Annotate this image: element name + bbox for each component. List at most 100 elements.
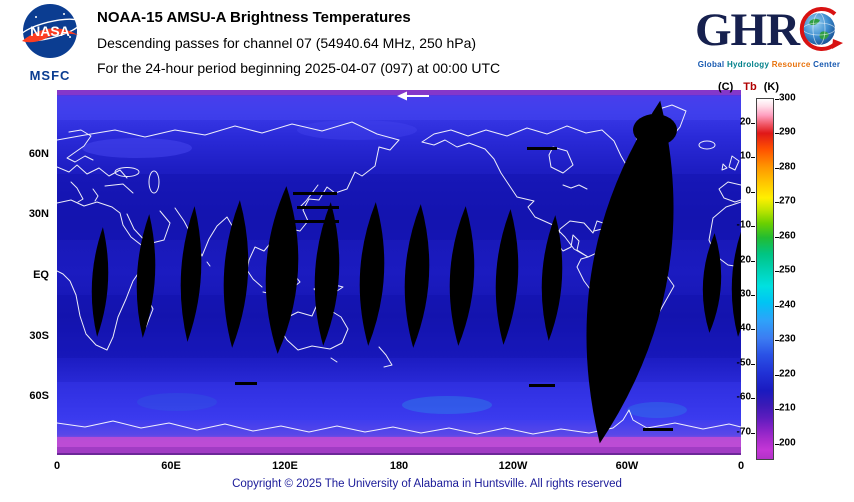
- coastline-caspian: [148, 170, 160, 194]
- data-gap-swaths: [91, 100, 751, 444]
- coastline-great-lakes: [562, 184, 588, 190]
- coastline-australia: [279, 295, 349, 351]
- ghrc-tagline-word: Center: [810, 60, 841, 69]
- k-tick-label: 210: [779, 402, 796, 414]
- nasa-logo: NASA MSFC: [10, 3, 90, 83]
- k-tick-label: 240: [779, 299, 796, 311]
- c-tick-mark: [751, 432, 755, 434]
- lon-tick-label: 60W: [615, 460, 639, 472]
- c-tick-label: -30: [736, 288, 751, 300]
- lon-tick-label: 120E: [272, 460, 298, 472]
- k-tick-label: 220: [779, 368, 796, 380]
- coastline-africa: [56, 199, 155, 351]
- c-tick-label: 10: [739, 150, 751, 162]
- data-gap-streak: [235, 382, 257, 385]
- k-tick-mark: [775, 236, 779, 238]
- data-gap-swath: [495, 209, 519, 345]
- k-tick-label: 260: [779, 230, 796, 242]
- k-tick-mark: [775, 374, 779, 376]
- k-tick-label: 270: [779, 195, 796, 207]
- page-subtitle-channel: Descending passes for channel 07 (54940.…: [97, 35, 477, 51]
- coastline-india: [174, 207, 243, 257]
- nasa-insignia-icon: NASA: [19, 4, 81, 58]
- page-title: NOAA-15 AMSU-A Brightness Temperatures: [97, 9, 411, 26]
- c-tick-label: -50: [736, 357, 751, 369]
- k-tick-mark: [775, 443, 779, 445]
- c-tick-label: -70: [736, 426, 751, 438]
- coastline-iceland: [698, 140, 716, 150]
- data-gap-swath: [265, 186, 299, 354]
- c-tick-label: -40: [736, 322, 751, 334]
- ghrc-tagline: Global Hydrology Resource Center: [688, 60, 850, 69]
- colorbar-unit-kelvin: (K): [763, 81, 780, 93]
- data-gap-swath: [404, 204, 430, 348]
- k-tick-label: 250: [779, 264, 796, 276]
- coastline-black-sea: [114, 167, 140, 177]
- nasa-logo-text: NASA: [30, 23, 70, 39]
- page-subtitle-period: For the 24-hour period beginning 2025-04…: [97, 60, 501, 76]
- data-gap-swath: [223, 200, 249, 348]
- k-tick-mark: [775, 202, 779, 204]
- k-tick-mark: [775, 305, 779, 307]
- colorbar-c-labels: 20 10 0 -10 -20 -30 -40 -50 -60 -70: [710, 98, 751, 460]
- k-tick-mark: [775, 99, 779, 100]
- coastline-japan: [299, 184, 319, 208]
- colorbar-unit-tb: Tb: [743, 81, 757, 93]
- coastline-europe: [56, 164, 128, 179]
- coastline-mediterranean: [70, 181, 134, 203]
- coastlines: [56, 104, 742, 435]
- data-gap-patch: [633, 114, 677, 146]
- c-tick-label: -60: [736, 391, 751, 403]
- swath-direction-arrow-icon: [397, 91, 429, 101]
- lat-tick-label: 60N: [28, 147, 49, 160]
- coastline-new-zealand: [378, 346, 393, 368]
- coastline-sri-lanka: [206, 261, 211, 267]
- data-gap-streak: [643, 428, 673, 431]
- data-gap-streak: [293, 220, 339, 223]
- k-tick-label: 280: [779, 161, 796, 173]
- c-tick-mark: [751, 294, 755, 296]
- lon-axis: 0 60E 120E 180 120W 60W 0: [54, 458, 744, 474]
- k-tick-mark: [775, 271, 779, 273]
- k-tick-mark: [775, 167, 779, 169]
- c-tick-label: 20: [739, 116, 751, 128]
- k-tick-label: 290: [779, 126, 796, 138]
- k-tick-mark: [775, 340, 779, 342]
- coastline-west-africa: [708, 201, 742, 268]
- k-tick-mark: [775, 409, 779, 411]
- c-tick-label: -20: [736, 254, 751, 266]
- lat-tick-label: EQ: [33, 269, 49, 282]
- ghrc-logo: GHR Global Hydrology Resource Center: [688, 4, 850, 80]
- data-gap-streak: [527, 147, 557, 150]
- colorbar-units: (C) Tb (K): [718, 81, 828, 93]
- data-gap-swath: [541, 215, 563, 341]
- data-gap-swath: [449, 206, 475, 346]
- lon-tick-label: 60E: [161, 460, 181, 472]
- ghrc-tagline-word: Global: [697, 60, 725, 69]
- k-tick-label: 230: [779, 333, 796, 345]
- data-gap-swath: [702, 233, 722, 333]
- c-tick-mark: [751, 363, 755, 365]
- brightness-temperature-map: [56, 90, 751, 455]
- c-tick-mark: [751, 398, 755, 400]
- lat-tick-label: 60S: [29, 389, 49, 402]
- lon-tick-label: 180: [389, 460, 409, 472]
- ghrc-globe-icon: [799, 7, 844, 51]
- data-gap-swath: [586, 100, 674, 444]
- lat-tick-label: 30N: [28, 208, 49, 221]
- lon-tick-label: 120W: [498, 460, 528, 472]
- colorbar: [751, 98, 779, 460]
- data-gap-swath: [136, 214, 156, 338]
- data-gap-swath: [180, 206, 202, 342]
- ghrc-tagline-word: Resource: [769, 60, 811, 69]
- data-gap-streak: [297, 206, 339, 209]
- data-gap-streak: [293, 192, 337, 195]
- c-tick-mark: [751, 260, 755, 262]
- ghrc-tagline-word: Hydrology: [724, 60, 770, 69]
- c-tick-label: 0: [745, 185, 751, 197]
- coastline-iberia: [718, 181, 742, 203]
- coastline-uk: [721, 155, 740, 171]
- colorbar-unit-celsius: (C): [718, 81, 734, 93]
- copyright-text: Copyright © 2025 The University of Alaba…: [232, 478, 622, 490]
